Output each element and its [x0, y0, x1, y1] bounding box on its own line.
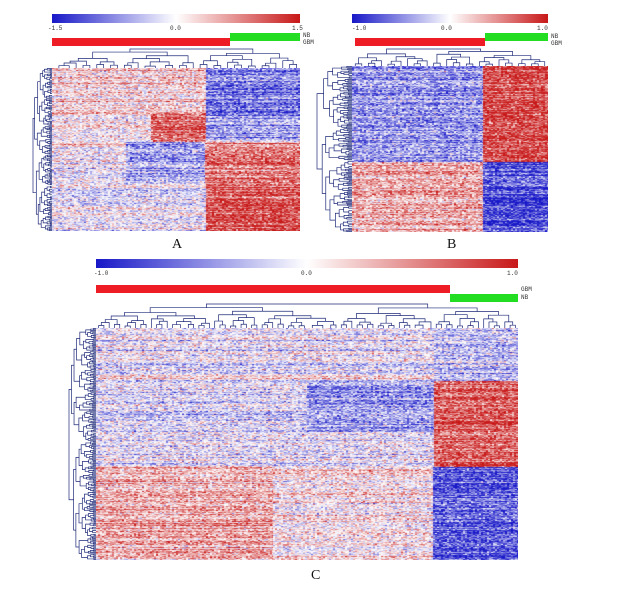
column-dendrogram	[354, 48, 546, 66]
column-dendrogram	[58, 48, 297, 68]
color-scale-bar	[52, 14, 300, 23]
scale-mid-label: 0.0	[170, 25, 181, 32]
group-bar-nb	[450, 294, 518, 302]
scale-mid-label: 0.0	[441, 25, 452, 32]
row-dendrogram	[316, 66, 352, 232]
row-dendrogram	[32, 68, 52, 231]
scale-max-label: 1.5	[292, 25, 303, 32]
group-bar-nb	[230, 33, 300, 41]
heatmap-grid	[352, 66, 548, 232]
group-label-gbm: GBM	[551, 40, 562, 47]
group-label-nb: NB	[551, 33, 559, 40]
group-label-gbm: GBM	[521, 286, 532, 293]
scale-min-label: -1.0	[352, 25, 367, 32]
group-label-gbm: GBM	[303, 39, 314, 46]
panel-label: B	[447, 237, 457, 252]
scale-min-label: -1.5	[48, 25, 63, 32]
group-label-nb: NB	[303, 32, 311, 39]
row-dendrogram	[68, 328, 96, 560]
group-bar-gbm	[96, 285, 450, 293]
column-dendrogram	[98, 303, 516, 328]
scale-mid-label: 0.0	[301, 270, 312, 277]
scale-max-label: 1.0	[507, 270, 518, 277]
panel-label: C	[311, 568, 321, 583]
group-bar-nb	[485, 33, 548, 41]
color-scale-bar	[352, 14, 548, 23]
group-bar-gbm	[355, 38, 485, 46]
scale-min-label: -1.0	[94, 270, 109, 277]
group-label-nb: NB	[521, 294, 529, 301]
heatmap-grid	[96, 328, 518, 560]
color-scale-bar	[96, 259, 518, 268]
scale-max-label: 1.0	[537, 25, 548, 32]
group-bar-gbm	[52, 38, 230, 46]
heatmap-grid	[52, 68, 300, 231]
panel-label: A	[172, 237, 183, 252]
